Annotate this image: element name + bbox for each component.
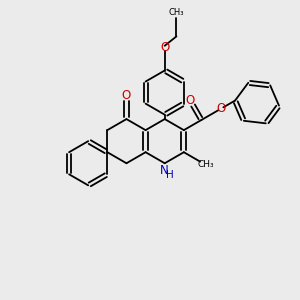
Text: H: H [166, 170, 174, 180]
Text: N: N [160, 164, 169, 177]
Text: O: O [217, 102, 226, 115]
Text: O: O [122, 89, 131, 102]
Text: O: O [160, 41, 169, 54]
Text: CH₃: CH₃ [197, 160, 214, 169]
Text: O: O [185, 94, 195, 107]
Text: CH₃: CH₃ [169, 8, 184, 17]
